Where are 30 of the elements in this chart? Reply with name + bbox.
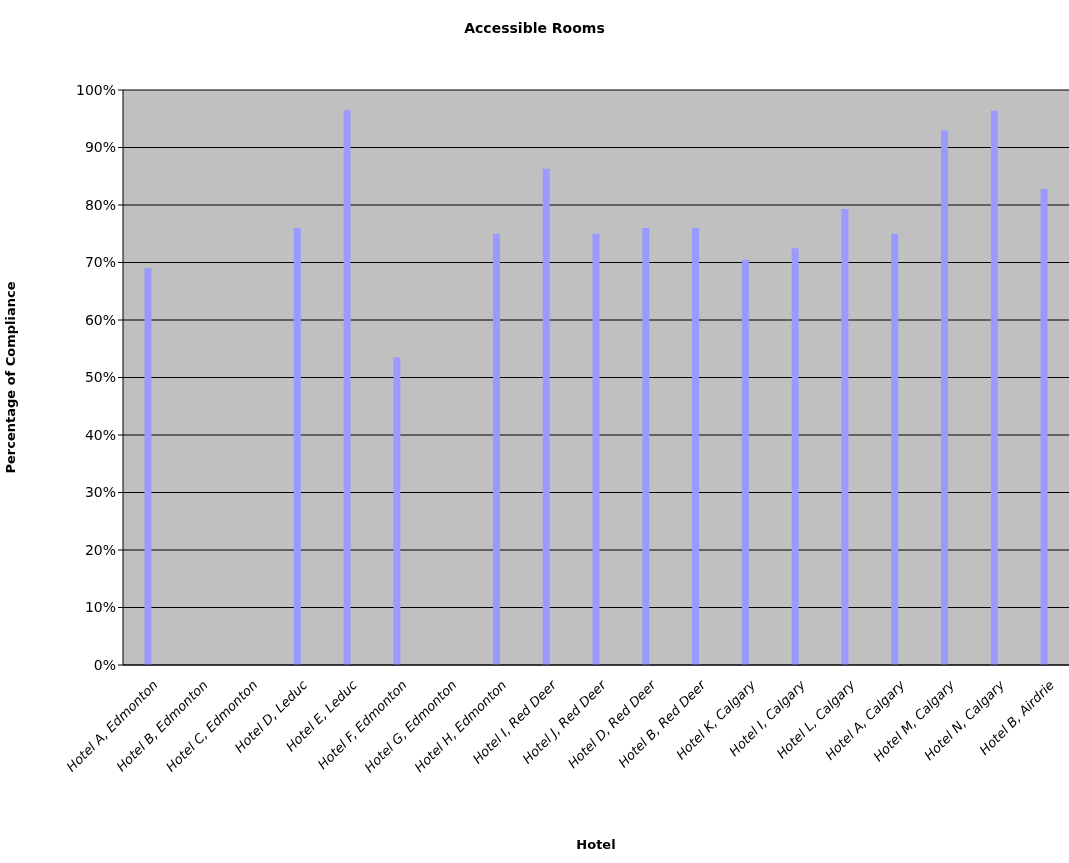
chart-title: Accessible Rooms [463,20,606,36]
bar [692,228,700,665]
bar [393,357,401,665]
bar [841,209,849,665]
bar [941,130,949,665]
y-tick-label: 50% [84,369,116,386]
y-tick-label: 60% [84,311,116,328]
x-axis-title: Hotel [576,837,616,852]
bar [592,233,600,665]
y-tick-label: 30% [84,484,116,501]
y-tick-label: 90% [84,139,116,156]
bar [741,259,749,665]
y-tick-label: 40% [84,426,116,443]
y-tick-label: 80% [84,196,116,213]
bar [144,268,152,665]
bar [542,168,550,665]
bar [642,228,650,665]
bar [990,110,998,665]
y-tick-label: 70% [84,254,116,271]
y-tick-label: 10% [84,599,116,616]
bar [1040,188,1048,665]
bar [791,248,799,665]
y-axis-title: Percentage of Compliance [2,281,18,474]
y-tick-label: 20% [84,541,116,558]
bar [492,233,500,665]
y-tick-label: 100% [75,81,116,98]
bar [343,110,351,665]
bar [293,228,301,665]
bar [891,233,899,665]
y-tick-label: 0% [93,656,116,673]
